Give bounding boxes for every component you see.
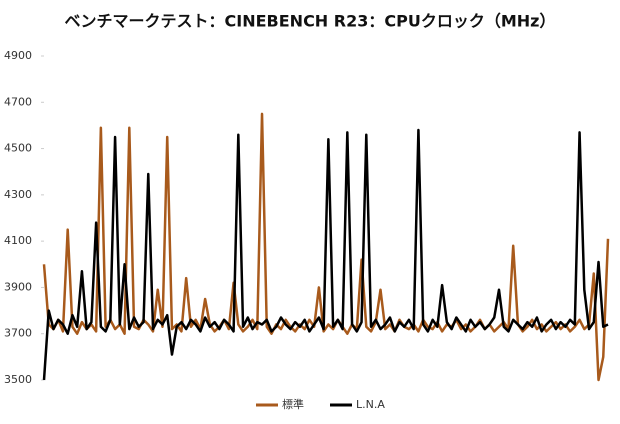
y-tick-label: 4900	[4, 49, 32, 62]
y-tick-label: 3700	[4, 327, 32, 340]
legend-label: 標準	[282, 397, 304, 411]
y-tick-label: 3500	[4, 373, 32, 386]
series-line	[42, 112, 610, 382]
series-line	[42, 128, 609, 381]
y-tick-label: 4300	[4, 188, 32, 201]
y-tick-label: 4700	[4, 95, 32, 108]
y-tick-label: 4500	[4, 142, 32, 155]
y-tick-label: 3900	[4, 280, 32, 293]
chart-title: ベンチマークテスト：CINEBENCH R23：CPUクロック（MHz）	[65, 12, 556, 31]
y-tick-label: 4100	[4, 234, 32, 247]
legend-label: L.N.A	[356, 398, 385, 411]
